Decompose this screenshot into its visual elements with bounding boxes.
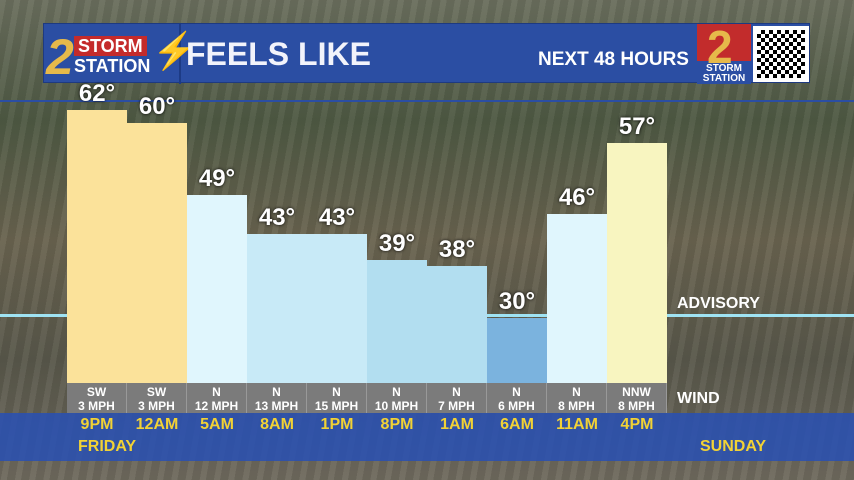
data-label: 49° bbox=[198, 165, 236, 192]
wind-speed: 15 MPH bbox=[314, 399, 359, 413]
wind-speed: 6 MPH bbox=[498, 399, 535, 413]
wind-direction: NNW bbox=[622, 385, 651, 399]
logo-station: STATION bbox=[74, 56, 151, 76]
wind-direction: N bbox=[272, 385, 281, 399]
bar bbox=[547, 214, 607, 383]
wind-direction: N bbox=[452, 385, 461, 399]
data-label: 43° bbox=[258, 204, 296, 231]
logo-storm: STORM bbox=[74, 36, 147, 56]
bar bbox=[187, 195, 247, 383]
data-label: 43° bbox=[318, 204, 356, 231]
brand-text: STORM STATION bbox=[702, 63, 746, 84]
time-tick-label: 5AM bbox=[200, 416, 234, 433]
divider bbox=[0, 100, 854, 102]
wind-cell: SW 3 MPH bbox=[67, 383, 127, 413]
qr-code[interactable] bbox=[753, 26, 809, 82]
bar bbox=[67, 110, 127, 383]
wind-speed: 10 MPH bbox=[374, 399, 419, 413]
wind-speed: 7 MPH bbox=[438, 399, 475, 413]
lightning-icon: ⚡ bbox=[152, 30, 197, 71]
bar bbox=[607, 143, 667, 383]
wind-cell: N 12 MPH bbox=[187, 383, 247, 413]
bar bbox=[307, 234, 367, 383]
wind-speed: 8 MPH bbox=[558, 399, 595, 413]
wind-direction: SW bbox=[86, 385, 107, 399]
time-tick-label: 1AM bbox=[440, 416, 474, 433]
bar bbox=[367, 260, 427, 383]
time-band bbox=[0, 413, 854, 461]
day-start: FRIDAY bbox=[78, 438, 137, 455]
bar bbox=[247, 234, 307, 383]
wind-cell: N 10 MPH bbox=[367, 383, 427, 413]
wind-direction: SW bbox=[146, 385, 167, 399]
brand-logo: 2 STORM STATION bbox=[697, 21, 751, 84]
bar bbox=[427, 266, 487, 383]
data-label: 38° bbox=[438, 236, 476, 263]
data-label: 60° bbox=[138, 93, 176, 120]
brand-number: 2 bbox=[707, 21, 733, 73]
wind-cell: SW 3 MPH bbox=[127, 383, 187, 413]
wind-label: WIND bbox=[677, 390, 720, 407]
time-tick-label: 8AM bbox=[260, 416, 294, 433]
wind-direction: N bbox=[512, 385, 521, 399]
data-label: 30° bbox=[498, 288, 536, 315]
time-tick-label: 6AM bbox=[500, 416, 534, 433]
wind-speed: 12 MPH bbox=[194, 399, 239, 413]
data-label: 57° bbox=[618, 113, 656, 140]
bar bbox=[127, 123, 187, 383]
wind-direction: N bbox=[572, 385, 581, 399]
wind-speed: 13 MPH bbox=[254, 399, 299, 413]
wind-direction: N bbox=[332, 385, 341, 399]
bar bbox=[487, 318, 547, 383]
wind-cell: N 13 MPH bbox=[247, 383, 307, 413]
data-label: 62° bbox=[78, 80, 116, 107]
wind-cell: NNW 8 MPH bbox=[607, 383, 667, 413]
page-subtitle: NEXT 48 HOURS bbox=[538, 49, 689, 70]
time-tick-label: 12AM bbox=[135, 416, 179, 433]
advisory-label: ADVISORY bbox=[677, 295, 760, 312]
wind-direction: N bbox=[392, 385, 401, 399]
time-tick-label: 8PM bbox=[380, 416, 414, 433]
storm-station-logo: 2 STORM STATION ⚡ bbox=[44, 24, 197, 85]
wind-direction: N bbox=[212, 385, 221, 399]
time-tick-label: 11AM bbox=[556, 416, 598, 433]
header-bar: 2 STORM STATION ⚡ FEELS LIKE NEXT 48 HOU… bbox=[43, 21, 810, 85]
data-label: 39° bbox=[378, 230, 416, 257]
wind-speed: 8 MPH bbox=[618, 399, 655, 413]
time-tick-label: 4PM bbox=[620, 416, 654, 433]
logo-number: 2 bbox=[46, 29, 74, 85]
time-tick-label: 1PM bbox=[320, 416, 354, 433]
wind-speed: 3 MPH bbox=[138, 399, 175, 413]
day-end: SUNDAY bbox=[700, 438, 767, 455]
time-tick-label: 9PM bbox=[80, 416, 114, 433]
data-label: 46° bbox=[558, 184, 596, 211]
wind-cell: N 15 MPH bbox=[307, 383, 367, 413]
wind-speed: 3 MPH bbox=[78, 399, 115, 413]
page-title: FEELS LIKE bbox=[186, 36, 371, 72]
